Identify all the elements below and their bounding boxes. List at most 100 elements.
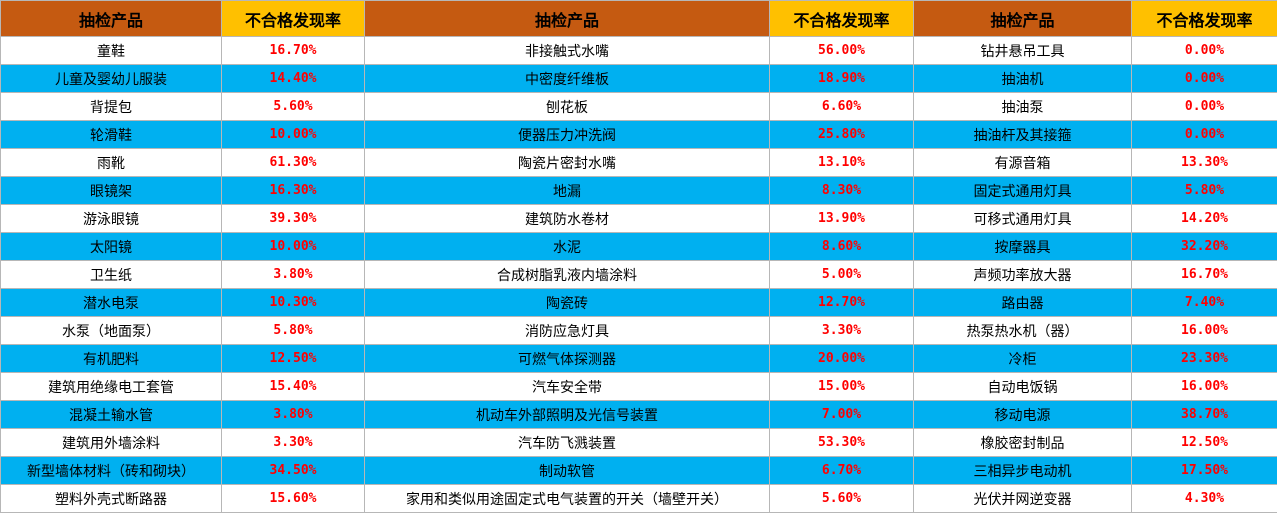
cell-rate-1[interactable]: 10.30% (222, 289, 365, 317)
cell-product-1[interactable]: 混凝土输水管 (1, 401, 222, 429)
cell-rate-2[interactable]: 5.00% (770, 261, 914, 289)
cell-rate-1[interactable]: 15.60% (222, 485, 365, 513)
cell-rate-1[interactable]: 16.70% (222, 37, 365, 65)
header-rate-2[interactable]: 不合格发现率 (770, 1, 914, 37)
cell-rate-2[interactable]: 25.80% (770, 121, 914, 149)
cell-product-2[interactable]: 家用和类似用途固定式电气装置的开关（墙壁开关） (365, 485, 770, 513)
cell-rate-2[interactable]: 20.00% (770, 345, 914, 373)
cell-rate-2[interactable]: 6.60% (770, 93, 914, 121)
cell-product-3[interactable]: 声频功率放大器 (914, 261, 1132, 289)
cell-rate-3[interactable]: 32.20% (1132, 233, 1277, 261)
cell-rate-3[interactable]: 5.80% (1132, 177, 1277, 205)
cell-rate-2[interactable]: 7.00% (770, 401, 914, 429)
cell-product-3[interactable]: 移动电源 (914, 401, 1132, 429)
cell-rate-1[interactable]: 3.30% (222, 429, 365, 457)
cell-rate-2[interactable]: 15.00% (770, 373, 914, 401)
cell-rate-3[interactable]: 7.40% (1132, 289, 1277, 317)
cell-product-3[interactable]: 按摩器具 (914, 233, 1132, 261)
cell-rate-1[interactable]: 10.00% (222, 121, 365, 149)
cell-product-2[interactable]: 建筑防水卷材 (365, 205, 770, 233)
cell-product-1[interactable]: 太阳镜 (1, 233, 222, 261)
cell-rate-2[interactable]: 6.70% (770, 457, 914, 485)
cell-rate-1[interactable]: 34.50% (222, 457, 365, 485)
cell-product-2[interactable]: 消防应急灯具 (365, 317, 770, 345)
cell-rate-2[interactable]: 5.60% (770, 485, 914, 513)
cell-product-1[interactable]: 卫生纸 (1, 261, 222, 289)
cell-product-2[interactable]: 汽车安全带 (365, 373, 770, 401)
cell-rate-2[interactable]: 13.10% (770, 149, 914, 177)
cell-rate-1[interactable]: 5.60% (222, 93, 365, 121)
cell-product-2[interactable]: 制动软管 (365, 457, 770, 485)
cell-product-1[interactable]: 建筑用外墙涂料 (1, 429, 222, 457)
cell-product-2[interactable]: 便器压力冲洗阀 (365, 121, 770, 149)
cell-rate-3[interactable]: 4.30% (1132, 485, 1277, 513)
cell-product-3[interactable]: 有源音箱 (914, 149, 1132, 177)
cell-rate-2[interactable]: 53.30% (770, 429, 914, 457)
cell-product-3[interactable]: 抽油泵 (914, 93, 1132, 121)
cell-rate-2[interactable]: 8.60% (770, 233, 914, 261)
cell-rate-1[interactable]: 10.00% (222, 233, 365, 261)
cell-rate-3[interactable]: 0.00% (1132, 93, 1277, 121)
cell-product-2[interactable]: 汽车防飞溅装置 (365, 429, 770, 457)
cell-product-3[interactable]: 光伏并网逆变器 (914, 485, 1132, 513)
cell-rate-3[interactable]: 13.30% (1132, 149, 1277, 177)
cell-product-2[interactable]: 合成树脂乳液内墙涂料 (365, 261, 770, 289)
cell-product-2[interactable]: 地漏 (365, 177, 770, 205)
cell-rate-2[interactable]: 18.90% (770, 65, 914, 93)
cell-product-3[interactable]: 固定式通用灯具 (914, 177, 1132, 205)
cell-rate-1[interactable]: 39.30% (222, 205, 365, 233)
cell-product-1[interactable]: 眼镜架 (1, 177, 222, 205)
cell-product-2[interactable]: 中密度纤维板 (365, 65, 770, 93)
cell-rate-1[interactable]: 14.40% (222, 65, 365, 93)
cell-product-2[interactable]: 陶瓷片密封水嘴 (365, 149, 770, 177)
cell-product-3[interactable]: 钻井悬吊工具 (914, 37, 1132, 65)
cell-product-1[interactable]: 建筑用绝缘电工套管 (1, 373, 222, 401)
cell-rate-2[interactable]: 12.70% (770, 289, 914, 317)
cell-product-1[interactable]: 水泵（地面泵） (1, 317, 222, 345)
cell-rate-3[interactable]: 23.30% (1132, 345, 1277, 373)
header-product-1[interactable]: 抽检产品 (1, 1, 222, 37)
cell-rate-1[interactable]: 3.80% (222, 261, 365, 289)
cell-rate-1[interactable]: 3.80% (222, 401, 365, 429)
cell-product-2[interactable]: 刨花板 (365, 93, 770, 121)
cell-rate-3[interactable]: 0.00% (1132, 37, 1277, 65)
cell-rate-1[interactable]: 12.50% (222, 345, 365, 373)
cell-product-1[interactable]: 新型墙体材料（砖和砌块） (1, 457, 222, 485)
cell-rate-2[interactable]: 56.00% (770, 37, 914, 65)
cell-rate-3[interactable]: 16.00% (1132, 373, 1277, 401)
cell-product-1[interactable]: 轮滑鞋 (1, 121, 222, 149)
cell-rate-3[interactable]: 0.00% (1132, 65, 1277, 93)
cell-rate-2[interactable]: 3.30% (770, 317, 914, 345)
cell-product-1[interactable]: 有机肥料 (1, 345, 222, 373)
header-product-3[interactable]: 抽检产品 (914, 1, 1132, 37)
cell-rate-3[interactable]: 16.70% (1132, 261, 1277, 289)
cell-product-1[interactable]: 背提包 (1, 93, 222, 121)
cell-rate-3[interactable]: 12.50% (1132, 429, 1277, 457)
cell-rate-1[interactable]: 15.40% (222, 373, 365, 401)
cell-product-1[interactable]: 童鞋 (1, 37, 222, 65)
cell-product-1[interactable]: 塑料外壳式断路器 (1, 485, 222, 513)
cell-rate-3[interactable]: 14.20% (1132, 205, 1277, 233)
cell-product-2[interactable]: 非接触式水嘴 (365, 37, 770, 65)
cell-product-3[interactable]: 三相异步电动机 (914, 457, 1132, 485)
cell-product-3[interactable]: 可移式通用灯具 (914, 205, 1132, 233)
cell-product-3[interactable]: 抽油机 (914, 65, 1132, 93)
header-rate-3[interactable]: 不合格发现率 (1132, 1, 1277, 37)
cell-product-3[interactable]: 路由器 (914, 289, 1132, 317)
cell-product-3[interactable]: 自动电饭锅 (914, 373, 1132, 401)
cell-product-1[interactable]: 潜水电泵 (1, 289, 222, 317)
header-rate-1[interactable]: 不合格发现率 (222, 1, 365, 37)
header-product-2[interactable]: 抽检产品 (365, 1, 770, 37)
cell-product-1[interactable]: 游泳眼镜 (1, 205, 222, 233)
cell-product-2[interactable]: 陶瓷砖 (365, 289, 770, 317)
cell-rate-1[interactable]: 5.80% (222, 317, 365, 345)
cell-rate-1[interactable]: 16.30% (222, 177, 365, 205)
cell-product-1[interactable]: 儿童及婴幼儿服装 (1, 65, 222, 93)
cell-product-3[interactable]: 橡胶密封制品 (914, 429, 1132, 457)
cell-rate-2[interactable]: 13.90% (770, 205, 914, 233)
cell-rate-3[interactable]: 0.00% (1132, 121, 1277, 149)
cell-product-3[interactable]: 抽油杆及其接箍 (914, 121, 1132, 149)
cell-product-3[interactable]: 冷柜 (914, 345, 1132, 373)
cell-product-3[interactable]: 热泵热水机（器） (914, 317, 1132, 345)
cell-product-2[interactable]: 机动车外部照明及光信号装置 (365, 401, 770, 429)
